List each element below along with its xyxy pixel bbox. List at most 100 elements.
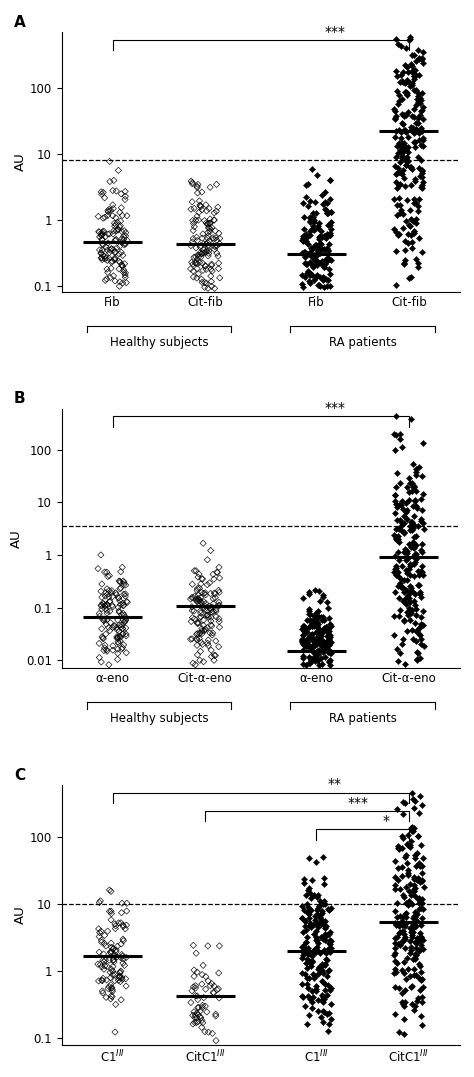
Point [415, 85, 422, 102]
Point [410, 222, 418, 239]
Point [101, 228, 109, 246]
Point [401, 241, 409, 258]
Point [190, 602, 198, 619]
Point [397, 570, 404, 587]
Point [394, 859, 401, 877]
Point [189, 589, 197, 606]
Point [201, 274, 209, 291]
Point [299, 635, 306, 653]
Point [114, 633, 122, 651]
Point [418, 558, 425, 575]
Point [197, 575, 205, 592]
Point [103, 241, 111, 258]
Point [326, 277, 334, 294]
Point [118, 948, 126, 965]
Point [119, 612, 127, 629]
Point [418, 891, 426, 908]
Point [406, 74, 414, 92]
Point [406, 920, 414, 937]
Point [420, 638, 428, 655]
Point [400, 115, 407, 132]
Point [395, 551, 403, 569]
Point [114, 938, 121, 955]
Point [190, 263, 197, 280]
Point [107, 911, 115, 928]
Point [209, 625, 217, 642]
Point [299, 656, 307, 673]
Point [411, 170, 419, 187]
Point [398, 578, 405, 596]
Point [400, 523, 407, 541]
Point [110, 171, 118, 188]
Point [398, 867, 406, 884]
Point [302, 922, 310, 939]
Point [95, 943, 103, 961]
Point [108, 240, 115, 257]
Point [99, 223, 106, 240]
Point [208, 255, 215, 272]
Point [409, 482, 416, 500]
Point [111, 1023, 119, 1040]
Point [212, 238, 220, 255]
Point [314, 166, 321, 183]
Point [402, 83, 410, 100]
Point [115, 246, 123, 263]
Point [403, 510, 410, 528]
Point [209, 565, 217, 583]
Point [190, 268, 197, 285]
Point [99, 982, 106, 999]
Point [197, 602, 204, 619]
Point [117, 579, 125, 597]
Point [419, 865, 426, 882]
Point [99, 251, 106, 268]
Point [322, 648, 329, 666]
Point [327, 1010, 335, 1027]
Point [319, 639, 327, 656]
Point [417, 928, 425, 946]
Point [327, 220, 335, 237]
Point [320, 227, 328, 244]
Point [191, 1007, 199, 1024]
Point [108, 240, 115, 257]
Point [117, 632, 124, 649]
Point [192, 254, 200, 271]
Point [298, 632, 305, 649]
Point [417, 120, 425, 137]
Point [327, 899, 335, 917]
Point [392, 223, 400, 240]
Point [301, 870, 308, 887]
Point [324, 620, 331, 638]
Point [109, 196, 117, 213]
Point [414, 891, 421, 908]
Point [106, 881, 113, 898]
Point [419, 98, 427, 115]
Point [313, 247, 320, 264]
Point [301, 918, 309, 935]
Point [109, 988, 116, 1005]
Point [413, 929, 420, 947]
Point [111, 232, 119, 249]
Point [418, 872, 426, 890]
Point [303, 638, 311, 655]
Point [408, 819, 416, 836]
Point [120, 614, 128, 631]
Point [410, 456, 417, 473]
Point [206, 179, 214, 196]
Point [112, 232, 119, 249]
Point [392, 952, 399, 969]
Point [396, 840, 403, 857]
Point [305, 583, 312, 600]
Point [98, 654, 105, 671]
Point [304, 881, 311, 898]
Point [315, 641, 322, 658]
Point [307, 213, 314, 230]
Point [407, 410, 415, 428]
Point [302, 255, 310, 272]
Point [101, 598, 109, 615]
Point [327, 936, 334, 953]
Point [107, 903, 115, 920]
Point [398, 962, 405, 979]
Point [320, 619, 328, 637]
Point [306, 990, 314, 1007]
Point [207, 600, 214, 617]
